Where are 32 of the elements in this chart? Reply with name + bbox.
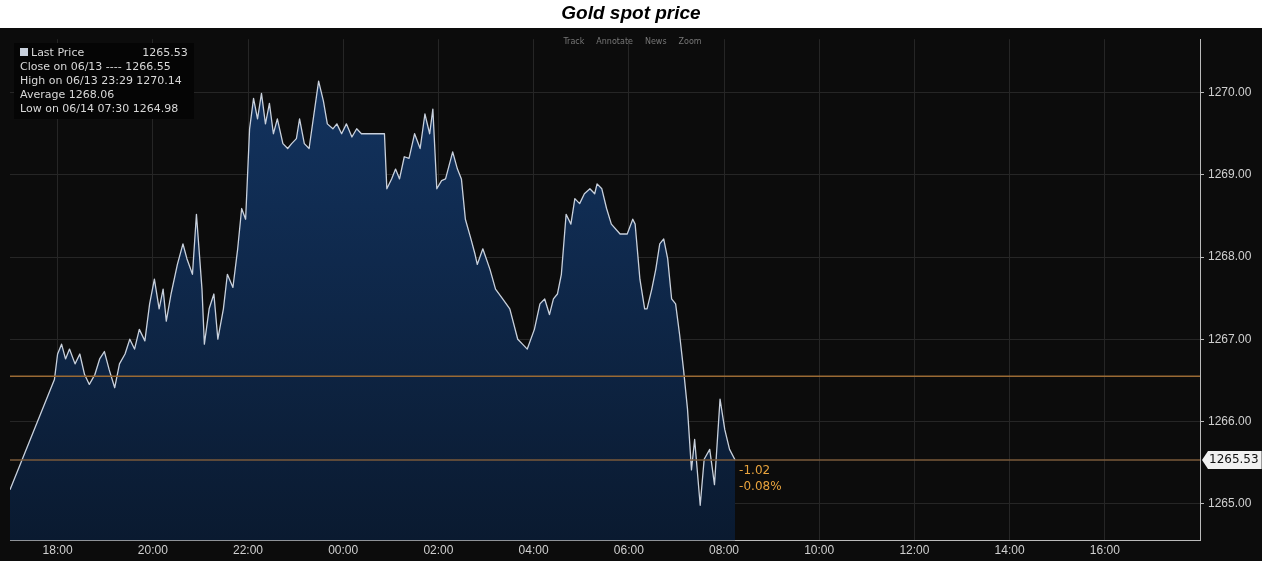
chart-title: Gold spot price xyxy=(560,1,702,25)
annotation: Annotate xyxy=(596,37,633,47)
annotation: Close on 06/13 ---- 1266.55 xyxy=(20,60,172,75)
x-tick-label: 00:00 xyxy=(328,543,359,558)
x-tick-label: 14:00 xyxy=(994,543,1025,558)
annotation: Low on 06/14 07:30 1264.98 xyxy=(20,102,180,117)
annotation: Track xyxy=(563,37,585,47)
annotation: -1.02 xyxy=(739,462,771,477)
x-tick-label: 20:00 xyxy=(137,543,169,558)
y-tick-label: 1269.00 xyxy=(1208,167,1252,182)
y-tick-label: 1267.00 xyxy=(1208,331,1252,346)
x-tick-label: 06:00 xyxy=(613,543,645,558)
y-tick-label: 1270.00 xyxy=(1208,84,1252,99)
x-tick-label: 18:00 xyxy=(42,543,73,558)
x-tick-label: 10:00 xyxy=(804,543,835,558)
x-tick-label: 04:00 xyxy=(518,543,549,558)
annotation: 1265.53 xyxy=(142,46,188,60)
annotation: -0.08% xyxy=(739,479,782,494)
x-tick-label: 08:00 xyxy=(708,543,740,558)
annotation: High on 06/13 23:29 1270.14 xyxy=(20,74,183,89)
y-tick-label: 1268.00 xyxy=(1208,249,1252,264)
annotation: News xyxy=(644,37,667,47)
x-tick-label: 02:00 xyxy=(423,543,454,558)
annotation: Zoom xyxy=(678,37,702,47)
legend-label: Last Price xyxy=(31,46,85,60)
annotation: Average 1268.06 xyxy=(20,88,116,103)
y-tick-label: 1265.00 xyxy=(1208,495,1252,510)
x-tick-label: 16:00 xyxy=(1089,543,1121,558)
x-tick-label: 22:00 xyxy=(232,543,264,558)
y-tick-label: 1266.00 xyxy=(1208,413,1252,428)
x-tick-label: 12:00 xyxy=(899,543,930,558)
ref-line-label: 1265.53 xyxy=(1209,452,1259,467)
